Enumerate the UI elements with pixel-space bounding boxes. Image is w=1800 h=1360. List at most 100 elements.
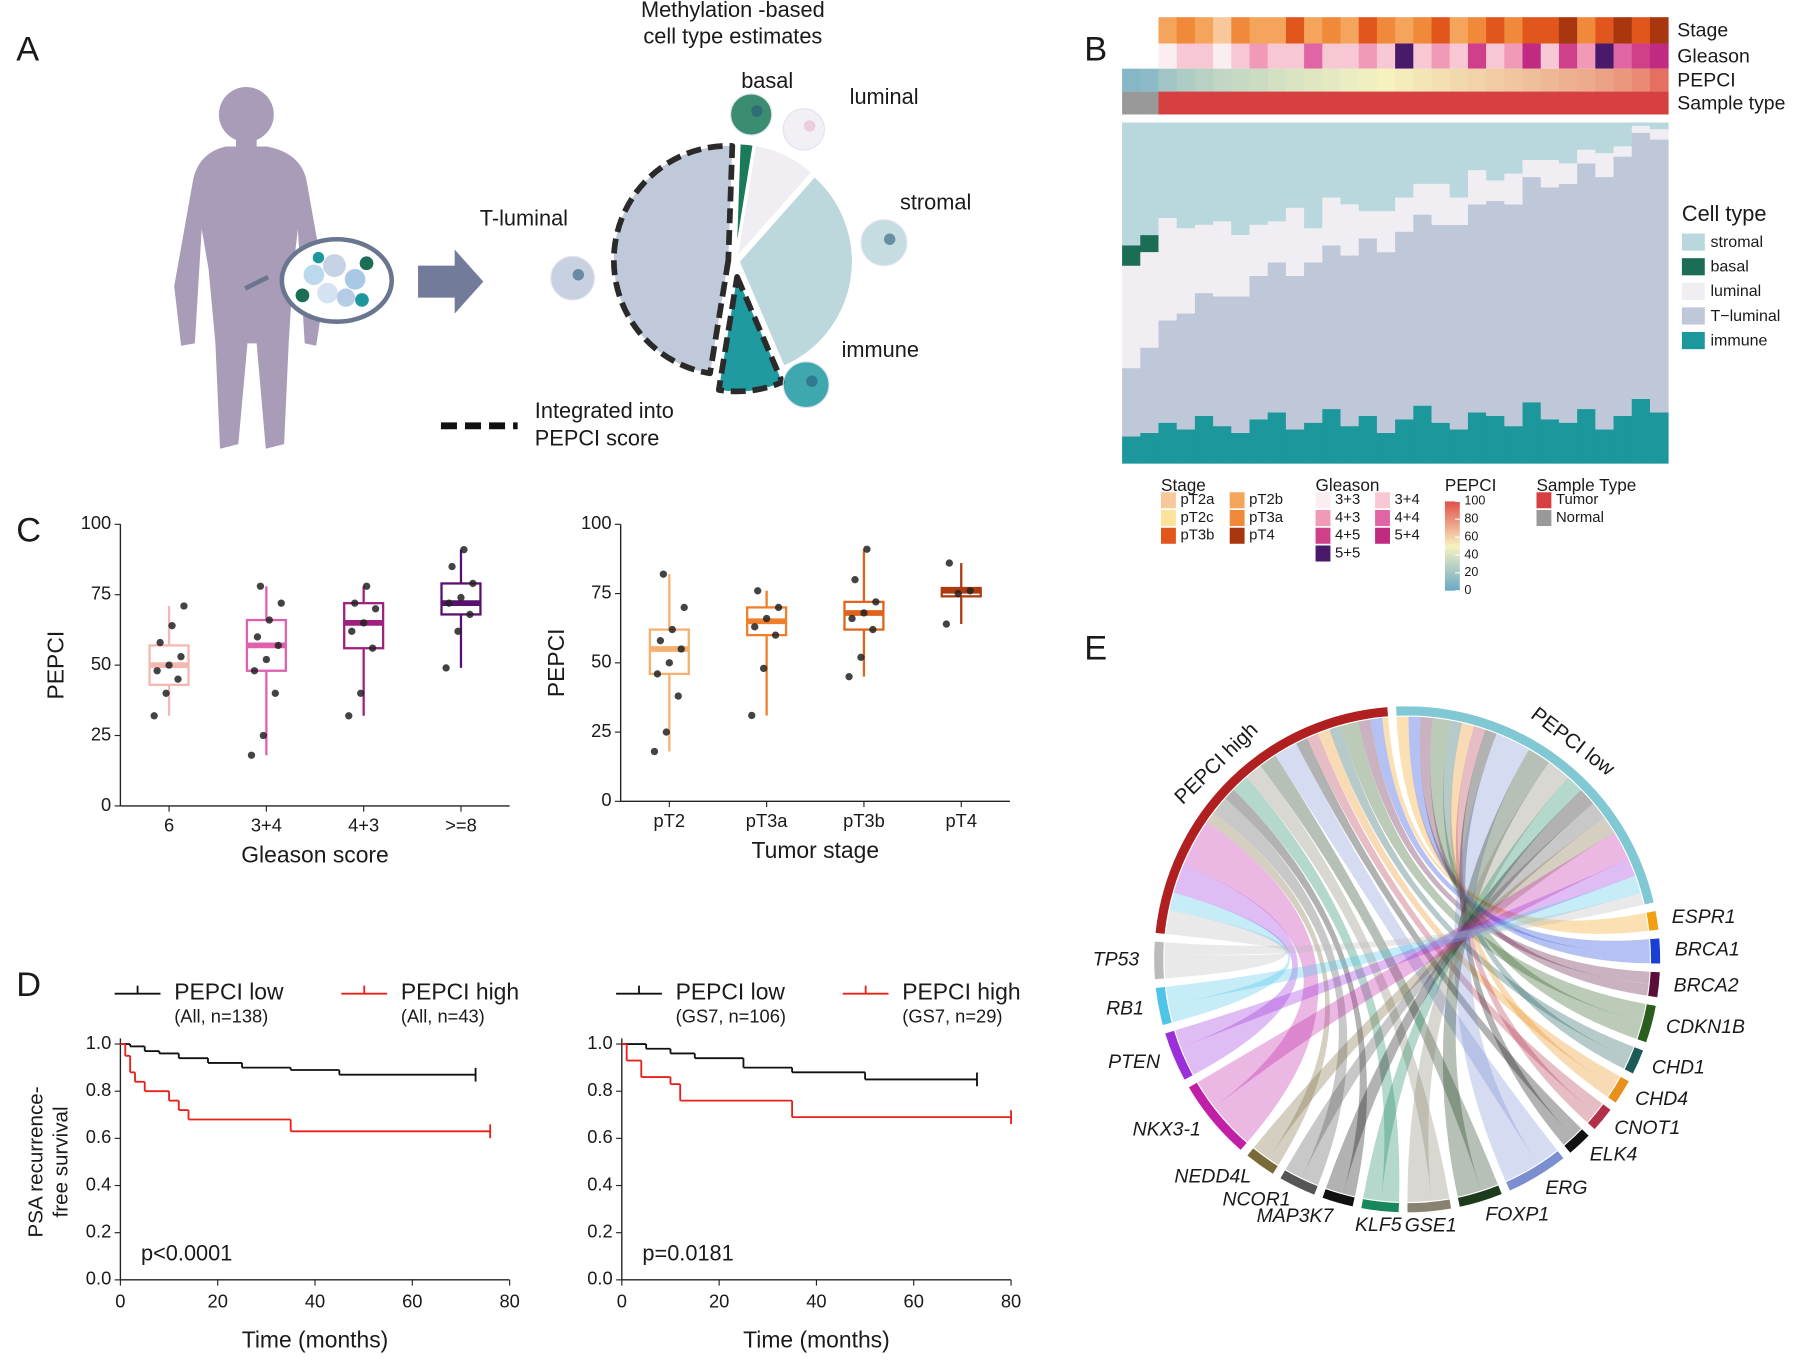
track-cell	[1486, 91, 1505, 115]
track-cell	[1595, 91, 1615, 115]
group-arc	[1396, 706, 1654, 905]
cell	[336, 288, 356, 307]
pie-slice	[734, 142, 755, 259]
y-tick-label: 1.0	[86, 1032, 111, 1053]
bar-segment	[1194, 415, 1214, 464]
legend-swatch	[1375, 510, 1390, 527]
chord-ribbon	[1175, 859, 1636, 1048]
x-tick-label: 40	[305, 1291, 325, 1312]
track-cell	[1522, 17, 1542, 44]
data-point	[153, 667, 161, 675]
track-cell	[1504, 43, 1523, 69]
group-arc	[1155, 707, 1389, 934]
bar-segment	[1158, 218, 1178, 321]
y-tick-label: 75	[591, 581, 611, 602]
gene-label: FOXP1	[1485, 1204, 1549, 1226]
track-cell	[1231, 43, 1250, 69]
track-cell	[1176, 91, 1196, 115]
y-tick-label: 0.8	[86, 1079, 111, 1100]
legend-swatch	[1229, 510, 1245, 527]
slice-label: basal	[741, 68, 793, 93]
bar-segment	[1194, 122, 1214, 225]
panel-label: E	[1084, 629, 1107, 667]
track-cell	[1322, 91, 1341, 115]
track-cell	[1213, 91, 1232, 115]
legend-swatch	[1375, 492, 1390, 509]
bar-segment	[1231, 432, 1250, 464]
y-axis-label: PEPCI	[543, 629, 569, 698]
bar-segment	[1376, 122, 1396, 212]
gene-label: MAP3K7	[1257, 1205, 1335, 1227]
data-point	[277, 599, 285, 607]
bar-segment	[1322, 409, 1341, 464]
track-cell	[1504, 68, 1523, 92]
bar-segment	[1449, 224, 1469, 430]
track-cell	[1213, 43, 1232, 69]
y-tick-label: 0.6	[587, 1126, 612, 1147]
y-tick-label: 0.0	[587, 1268, 612, 1289]
bar-segment	[1558, 183, 1578, 423]
track-cell	[1467, 68, 1487, 92]
x-tick-label: 60	[904, 1291, 924, 1312]
bar-segment	[1122, 245, 1141, 266]
x-tick-label: 20	[709, 1291, 729, 1312]
legend-swatch	[1161, 510, 1176, 527]
bar-segment	[1358, 415, 1378, 464]
bar-segment	[1522, 402, 1542, 464]
y-tick-label: 100	[81, 512, 112, 533]
x-tick-label: 40	[806, 1291, 826, 1312]
cell-icon	[550, 255, 595, 301]
legend-label: immune	[1711, 331, 1768, 349]
bar-segment	[1504, 122, 1523, 174]
data-point	[362, 582, 371, 590]
track-cell	[1194, 68, 1214, 92]
track-cell	[1395, 17, 1414, 44]
gene-label: CHD1	[1652, 1056, 1705, 1078]
legend-label: 3+4	[1395, 492, 1420, 508]
cell	[303, 264, 325, 286]
bar-segment	[1395, 122, 1414, 198]
data-point	[460, 545, 468, 554]
legend-label: 5+5	[1335, 545, 1360, 561]
track-cell	[1285, 91, 1305, 115]
gene-arc	[1648, 971, 1660, 998]
annotation: Integrated into	[535, 398, 674, 423]
chart-title: Methylation -based	[641, 0, 825, 22]
legend-label: pT2c	[1180, 510, 1214, 526]
gene-label: PTEN	[1108, 1051, 1161, 1073]
track-cell	[1304, 43, 1323, 69]
bar-segment	[1613, 156, 1633, 416]
x-tick-label: pT4	[945, 810, 977, 831]
track-cell	[1431, 68, 1451, 92]
legend-swatch	[1161, 492, 1176, 509]
cell	[317, 282, 338, 304]
color-bar-label: 80	[1464, 512, 1478, 526]
color-bar-label: 20	[1464, 565, 1478, 579]
bar-segment	[1449, 197, 1469, 225]
legend-label: 4+5	[1335, 528, 1360, 544]
pie-slice	[737, 174, 855, 368]
x-tick-label: 4+3	[348, 814, 379, 835]
bar-segment	[1213, 426, 1232, 464]
track-cell	[1486, 17, 1505, 44]
bar-segment	[1649, 129, 1669, 140]
track-label: Sample type	[1677, 92, 1785, 114]
legend-label: pT3a	[1249, 510, 1284, 526]
bar-segment	[1486, 180, 1505, 201]
bar-segment	[1631, 125, 1651, 133]
track-cell	[1449, 17, 1469, 44]
chart-title: cell type estimates	[643, 24, 822, 49]
bar-segment	[1158, 422, 1178, 464]
gene-arc	[1650, 938, 1661, 964]
bar-segment	[1140, 347, 1159, 433]
bar-segment	[1122, 368, 1141, 437]
track-cell	[1322, 43, 1341, 69]
data-point	[174, 675, 182, 683]
track-cell	[1358, 17, 1378, 44]
bar-segment	[1486, 122, 1505, 181]
data-point	[351, 599, 359, 607]
bar-segment	[1540, 122, 1560, 161]
cell-nucleus	[572, 269, 585, 281]
track-cell	[1558, 17, 1578, 44]
